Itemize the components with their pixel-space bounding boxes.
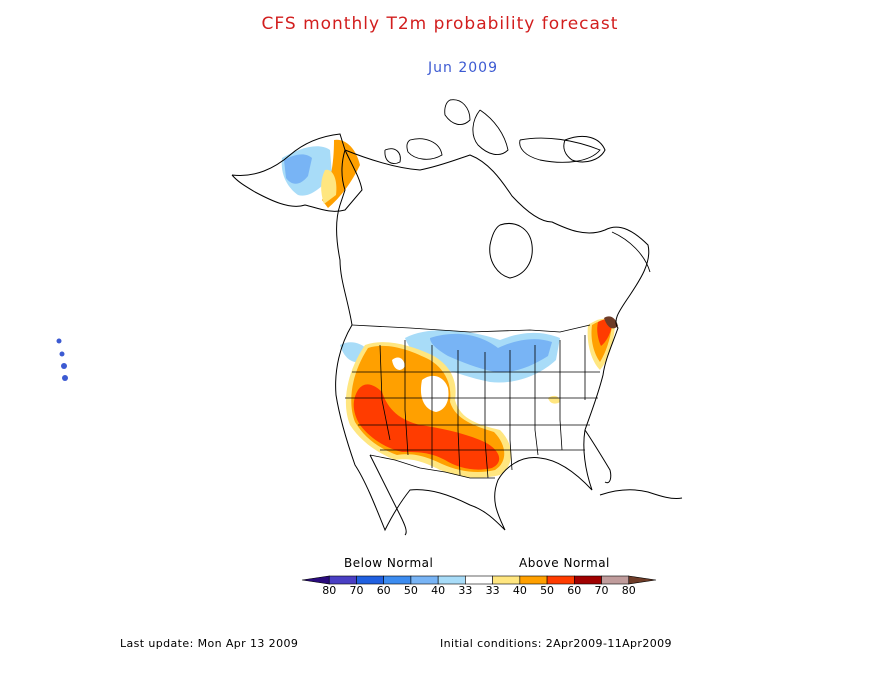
hawaii-islands — [56, 338, 68, 381]
southwest-above-normal-60 — [353, 384, 500, 470]
legend-swatch — [437, 575, 466, 585]
legend-swatch — [492, 575, 521, 585]
colorado-normal — [420, 375, 449, 412]
coastlines — [231, 133, 683, 536]
legend-swatch — [628, 575, 657, 585]
arctic-islands — [384, 99, 651, 273]
hudson-bay-outline — [489, 223, 533, 279]
us-canada-border — [351, 324, 591, 333]
northern-plains-below-normal-core — [430, 333, 552, 373]
florida-outline — [584, 429, 612, 484]
legend-swatch — [301, 575, 330, 585]
legend-tick-label: 80 — [621, 584, 636, 597]
legend-tick-label: 50 — [403, 584, 418, 597]
legend-swatch — [383, 575, 412, 585]
state-line-1 — [379, 344, 391, 441]
legend-below-normal-label: Below Normal — [344, 556, 434, 570]
alaska-below-normal-core — [284, 154, 312, 184]
devon-island — [519, 137, 601, 163]
legend-above-normal-label: Above Normal — [519, 556, 610, 570]
legend-tick-label: 33 — [485, 584, 500, 597]
initial-conditions: Initial conditions: 2Apr2009-11Apr2009 — [440, 637, 672, 650]
baja-outline — [369, 454, 407, 536]
legend-tick-label: 60 — [567, 584, 582, 597]
state-line-8 — [559, 340, 563, 451]
legend-tick-label: 40 — [431, 584, 446, 597]
chart-subtitle: Jun 2009 — [428, 60, 498, 76]
idaho-normal — [392, 357, 405, 370]
baffin-island — [472, 109, 509, 156]
legend-swatch — [574, 575, 602, 585]
legend-swatch — [465, 575, 493, 585]
legend-tick-label: 60 — [376, 584, 391, 597]
cuba-outline — [599, 489, 683, 499]
ellesmere-island — [444, 99, 471, 126]
victoria-island — [406, 138, 443, 160]
alaska-above-normal-light — [321, 169, 337, 204]
greenland-outline — [563, 135, 606, 163]
legend-tick-label: 70 — [594, 584, 609, 597]
north-america-outline — [335, 149, 650, 532]
state-line-7 — [534, 345, 539, 456]
last-update: Last update: Mon Apr 13 2009 — [120, 637, 299, 650]
legend-tick-label: 50 — [540, 584, 555, 597]
chart-title: CFS monthly T2m probability forecast — [261, 14, 619, 34]
legend-swatch — [546, 575, 575, 585]
virginia-above-normal — [548, 395, 560, 404]
alaska-outline — [231, 133, 363, 212]
state-line-6 — [509, 350, 513, 471]
legend-colorbar — [301, 575, 657, 585]
political-boundaries — [345, 324, 600, 479]
banks-island — [384, 148, 401, 164]
labrador-coast — [611, 231, 651, 273]
state-line-2 — [404, 340, 409, 456]
legend-swatch — [410, 575, 439, 585]
legend-tick-label: 80 — [322, 584, 337, 597]
legend-swatch — [328, 575, 357, 585]
state-line-4 — [457, 350, 461, 476]
legend-tick-label: 40 — [512, 584, 527, 597]
legend-tick-label: 70 — [349, 584, 364, 597]
legend-swatch — [356, 575, 384, 585]
legend-tick-label: 33 — [458, 584, 473, 597]
legend-swatch — [601, 575, 630, 585]
us-mexico-border — [369, 454, 495, 479]
state-line-5 — [484, 352, 489, 479]
northeast-above-normal-80 — [604, 316, 618, 329]
legend-swatch — [519, 575, 548, 585]
probability-shading — [281, 139, 618, 478]
